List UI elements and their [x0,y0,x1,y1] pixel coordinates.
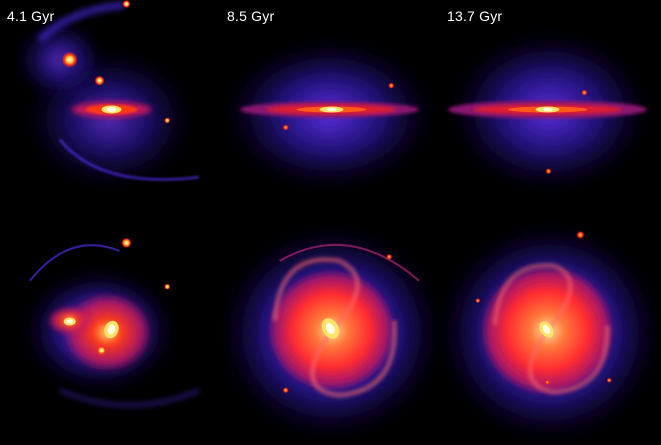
galaxy-image-face-4-1 [0,221,219,444]
panel-13-7-gyr-face-on [440,221,661,445]
panel-time-label: 13.7 Gyr [447,8,503,24]
panel-time-label: 8.5 Gyr [227,8,275,24]
galaxy-image-edge-4-1 [0,0,219,220]
panel-4-1-gyr-edge-on: 4.1 Gyr [0,0,220,221]
panel-8-5-gyr-face-on [220,221,440,445]
panel-13-7-gyr-edge-on: 13.7 Gyr [440,0,661,221]
galaxy-image-face-8-5 [220,221,439,444]
panel-time-label: 4.1 Gyr [7,8,55,24]
panel-8-5-gyr-edge-on: 8.5 Gyr [220,0,440,221]
panel-4-1-gyr-face-on [0,221,220,445]
galaxy-image-face-13-7 [440,221,660,444]
galaxy-image-edge-8-5 [220,0,439,220]
galaxy-image-edge-13-7 [440,0,660,220]
